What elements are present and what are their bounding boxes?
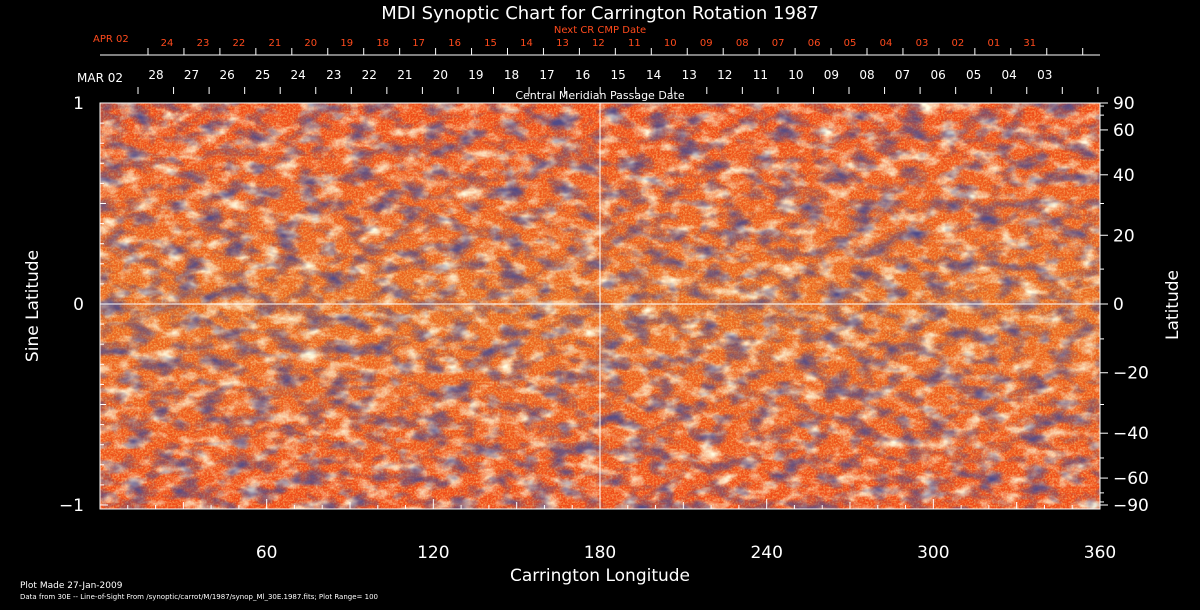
next-cr-date: 11 [628,38,641,49]
next-cr-date: 31 [1023,38,1036,49]
bottom-axis-label: Carrington Longitude [510,566,690,586]
next-cr-date: 07 [772,38,785,49]
next-cr-date: 16 [448,38,461,49]
right-tick-label: −20 [1113,364,1149,384]
cmp-date: 16 [575,68,590,82]
next-cr-date: 13 [556,38,569,49]
cmp-date: 18 [504,68,519,82]
right-tick-label: −60 [1113,469,1149,489]
cmp-date: 11 [753,68,768,82]
next-cr-date: 08 [736,38,749,49]
cmp-date: 09 [824,68,839,82]
next-cr-date: 18 [376,38,389,49]
cmp-ticks [137,87,1099,94]
cmp-date: 05 [966,68,981,82]
next-cr-month: APR 02 [93,34,129,45]
next-cr-date: 15 [484,38,497,49]
cmp-date: 08 [859,68,874,82]
left-axis-label: Sine Latitude [23,250,43,362]
cmp-date: 23 [326,68,341,82]
right-tick-label: 0 [1113,295,1124,315]
right-tick-label: 20 [1113,226,1135,246]
cmp-date: 28 [148,68,163,82]
cmp-date: 13 [682,68,697,82]
cmp-month: MAR 02 [77,71,123,85]
right-axis: 90 60 40 20 0 −20 −40 −60 −90 [1100,94,1149,516]
next-cr-date: 12 [592,38,605,49]
chart-title: MDI Synoptic Chart for Carrington Rotati… [381,3,819,24]
next-cr-ticks [147,48,1084,55]
bottom-tick-label: 240 [750,543,782,563]
cmp-date: 27 [184,68,199,82]
left-axis: 1 0 −1 [59,94,108,516]
next-cr-date: 24 [161,38,174,49]
next-cr-date: 09 [700,38,713,49]
cmp-date: 17 [539,68,554,82]
cmp-date: 22 [362,68,377,82]
right-tick-label: −40 [1113,424,1149,444]
next-cr-date: 20 [304,38,317,49]
left-tick-label: 0 [73,295,84,315]
next-cr-date: 19 [340,38,353,49]
next-cr-date: 05 [844,38,857,49]
right-tick-label: 90 [1113,94,1135,114]
next-cr-date: 01 [987,38,1000,49]
cmp-date: 06 [930,68,945,82]
next-cr-date: 06 [808,38,821,49]
next-cr-date: 02 [952,38,965,49]
bottom-tick-label: 180 [584,543,616,563]
right-axis-label: Latitude [1163,270,1183,340]
cmp-date: 20 [433,68,448,82]
cmp-date: 03 [1037,68,1052,82]
right-tick-label: 60 [1113,121,1135,141]
next-cr-label: Next CR CMP Date [554,25,646,36]
cmp-date: 14 [646,68,661,82]
footer-plot-made: Plot Made 27-Jan-2009 [20,581,123,591]
left-tick-label: −1 [59,496,84,516]
next-cr-date: 10 [664,38,677,49]
next-cr-date: 04 [880,38,893,49]
next-cr-dates: 24 23 22 21 20 19 18 17 16 15 14 13 12 11 10 09 08 07 06 05… [161,38,1037,49]
cmp-date: 07 [895,68,910,82]
cmp-date: 25 [255,68,270,82]
cmp-date: 24 [291,68,306,82]
right-tick-label: 40 [1113,166,1135,186]
footer-data-source: Data from 30E -- Line-of-Sight From /syn… [20,593,378,601]
next-cr-date: 23 [197,38,210,49]
cmp-axis-label: Central Meridian Passage Date [515,89,684,102]
cmp-date: 26 [219,68,234,82]
bottom-tick-label: 300 [917,543,949,563]
next-cr-date: 21 [268,38,281,49]
bottom-tick-label: 360 [1084,543,1116,563]
cmp-dates: 28 27 26 25 24 23 22 21 20 19 18 17 16 15 14 13 12 11 10 09… [148,68,1052,82]
cmp-date: 15 [611,68,626,82]
bottom-tick-label: 60 [256,543,278,563]
cmp-date: 12 [717,68,732,82]
next-cr-date: 03 [916,38,929,49]
next-cr-date: 14 [520,38,533,49]
bottom-tick-label: 120 [417,543,449,563]
cmp-date: 21 [397,68,412,82]
next-cr-date: 22 [233,38,246,49]
left-tick-label: 1 [73,94,84,114]
bottom-axis: 60 120 180 240 300 360 [99,499,1116,563]
cmp-date: 04 [1002,68,1017,82]
next-cr-date: 17 [412,38,425,49]
cmp-date: 10 [788,68,803,82]
cmp-date: 19 [468,68,483,82]
right-tick-label: −90 [1113,496,1149,516]
